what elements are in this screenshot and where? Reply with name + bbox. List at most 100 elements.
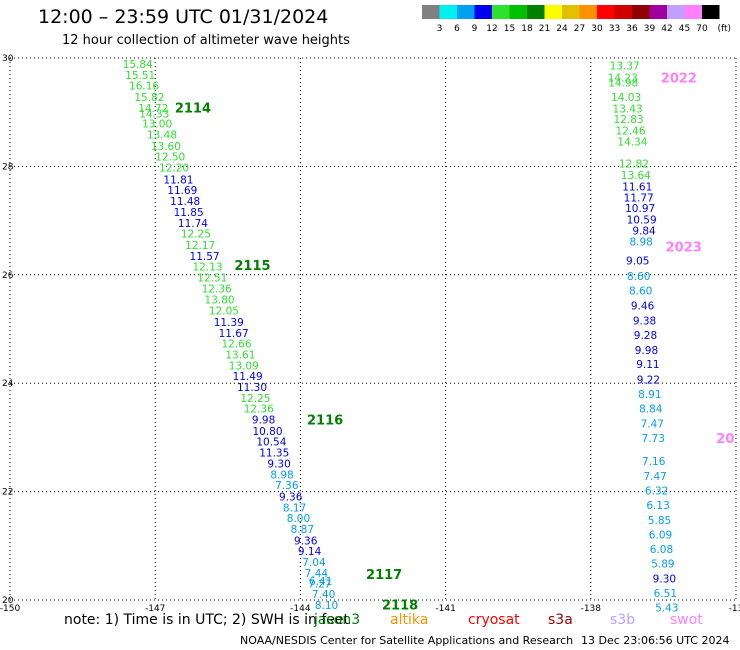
data-point: 14.23	[608, 73, 638, 85]
y-tick-label: 30	[2, 54, 14, 64]
data-point: 9.98	[635, 345, 658, 357]
data-point: 12.36	[244, 404, 274, 416]
satellite-label: s3a	[548, 612, 573, 628]
legend-label: 18	[521, 24, 533, 34]
legend-swatch	[439, 5, 457, 19]
y-tick-label: 24	[2, 379, 14, 389]
data-point: 8.91	[638, 389, 661, 401]
data-point: 6.51	[654, 588, 677, 600]
legend-swatch	[457, 5, 475, 19]
data-point: 12.51	[197, 273, 227, 285]
legend-swatch	[649, 5, 667, 19]
legend-label: 27	[574, 24, 585, 34]
legend-label: 36	[626, 24, 638, 34]
legend-swatch	[597, 5, 615, 19]
data-point: 11.81	[163, 174, 193, 186]
data-point: 11.39	[214, 317, 244, 329]
data-point: 9.05	[626, 256, 649, 268]
data-point: 12.36	[202, 283, 232, 295]
legend-unit: (ft)	[718, 24, 732, 34]
data-point: 7.36	[275, 480, 299, 492]
data-point: 9.11	[636, 359, 659, 371]
legend-label: 6	[454, 24, 460, 34]
legend-swatch	[544, 5, 562, 19]
data-point: 15.84	[123, 59, 153, 71]
data-point: 9.84	[632, 225, 656, 237]
data-point: 14.72	[138, 103, 168, 115]
pass-label: 2115	[234, 259, 270, 274]
footer-credit: NOAA/NESDIS Center for Satellite Applica…	[240, 634, 574, 647]
data-point: 9.14	[298, 546, 322, 558]
legend-label: 39	[644, 24, 656, 34]
legend-swatch	[509, 5, 527, 19]
data-point: 8.98	[629, 237, 652, 249]
legend-label: 33	[609, 24, 620, 34]
pass-labels: 2114 2115 2116 2117 2118 2022 2023 20	[175, 72, 735, 614]
data-point: 12.82	[619, 159, 649, 171]
data-point: 11.74	[178, 218, 208, 230]
data-point: 15.51	[125, 70, 155, 82]
data-point: 13.80	[205, 295, 235, 307]
pass-label: 2023	[666, 241, 702, 256]
data-point: 12.20	[159, 162, 189, 174]
data-point: 12.17	[185, 240, 215, 252]
data-point: 7.73	[642, 433, 665, 445]
data-point: 12.83	[614, 114, 644, 126]
data-point: 12.25	[181, 229, 211, 241]
data-point: 13.09	[229, 360, 259, 372]
data-point: 13.61	[225, 349, 255, 361]
chart-title: 12:00 – 23:59 UTC 01/31/2024	[38, 6, 329, 28]
data-point: 6.41	[309, 576, 332, 588]
color-legend: 3 6 9 12 15 18 21 24 27 30 33 36 39 42 45 70 (ft)	[422, 5, 731, 34]
data-point: 11.61	[622, 181, 652, 193]
legend-label: 3	[437, 24, 443, 34]
data-point: 14.34	[617, 136, 647, 148]
data-point: 8.87	[291, 524, 314, 536]
legend-label: 21	[539, 24, 550, 34]
data-point: 9.98	[252, 415, 275, 427]
data-point: 12.13	[192, 262, 222, 274]
legend-swatch	[562, 5, 580, 19]
data-point: 8.98	[270, 469, 293, 481]
data-point: 8.60	[629, 286, 652, 298]
data-point: 9.36	[279, 491, 303, 503]
data-point: 8.60	[627, 271, 650, 283]
legend-swatch	[702, 5, 720, 19]
legend-label: 12	[486, 24, 497, 34]
pass-label: 20	[716, 432, 734, 447]
data-point: 11.69	[167, 185, 197, 197]
data-point: 6.32	[645, 486, 668, 498]
satellite-label: altika	[390, 612, 429, 628]
x-tick-label: -141	[435, 604, 455, 614]
legend-label: 15	[504, 24, 515, 34]
x-tick-label: -150	[0, 604, 20, 614]
data-point: 9.22	[637, 374, 660, 386]
legend-swatch	[422, 5, 440, 19]
data-point: 11.48	[170, 196, 200, 208]
data-point: 11.67	[219, 328, 249, 340]
grid	[9, 57, 737, 601]
data-point: 10.54	[256, 437, 286, 449]
x-tick-label: -13	[729, 604, 740, 614]
data-point: 6.09	[649, 529, 672, 541]
data-point: 12.66	[221, 339, 251, 351]
data-point: 10.97	[625, 203, 655, 215]
data-point: 5.43	[655, 603, 678, 615]
x-tick-label: -144	[290, 604, 311, 614]
data-point: 9.30	[267, 458, 290, 470]
satellite-label: s3b	[610, 612, 636, 628]
data-point: 14.98	[608, 77, 638, 89]
data-point: 8.84	[639, 404, 663, 416]
data-point: 12.05	[209, 306, 239, 318]
chart-subtitle: 12 hour collection of altimeter wave hei…	[62, 33, 350, 48]
satellite-label: jason3	[314, 612, 361, 628]
pass-label: 2022	[661, 72, 697, 87]
data-point: 11.35	[259, 448, 289, 460]
data-point: 13.37	[610, 61, 640, 73]
data-point: 14.03	[611, 92, 641, 104]
legend-label: 70	[696, 24, 708, 34]
footer-note: note: 1) Time is in UTC; 2) SWH is in fe…	[64, 612, 350, 628]
data-point: 10.80	[252, 426, 282, 438]
data-point: 13.60	[151, 141, 181, 153]
